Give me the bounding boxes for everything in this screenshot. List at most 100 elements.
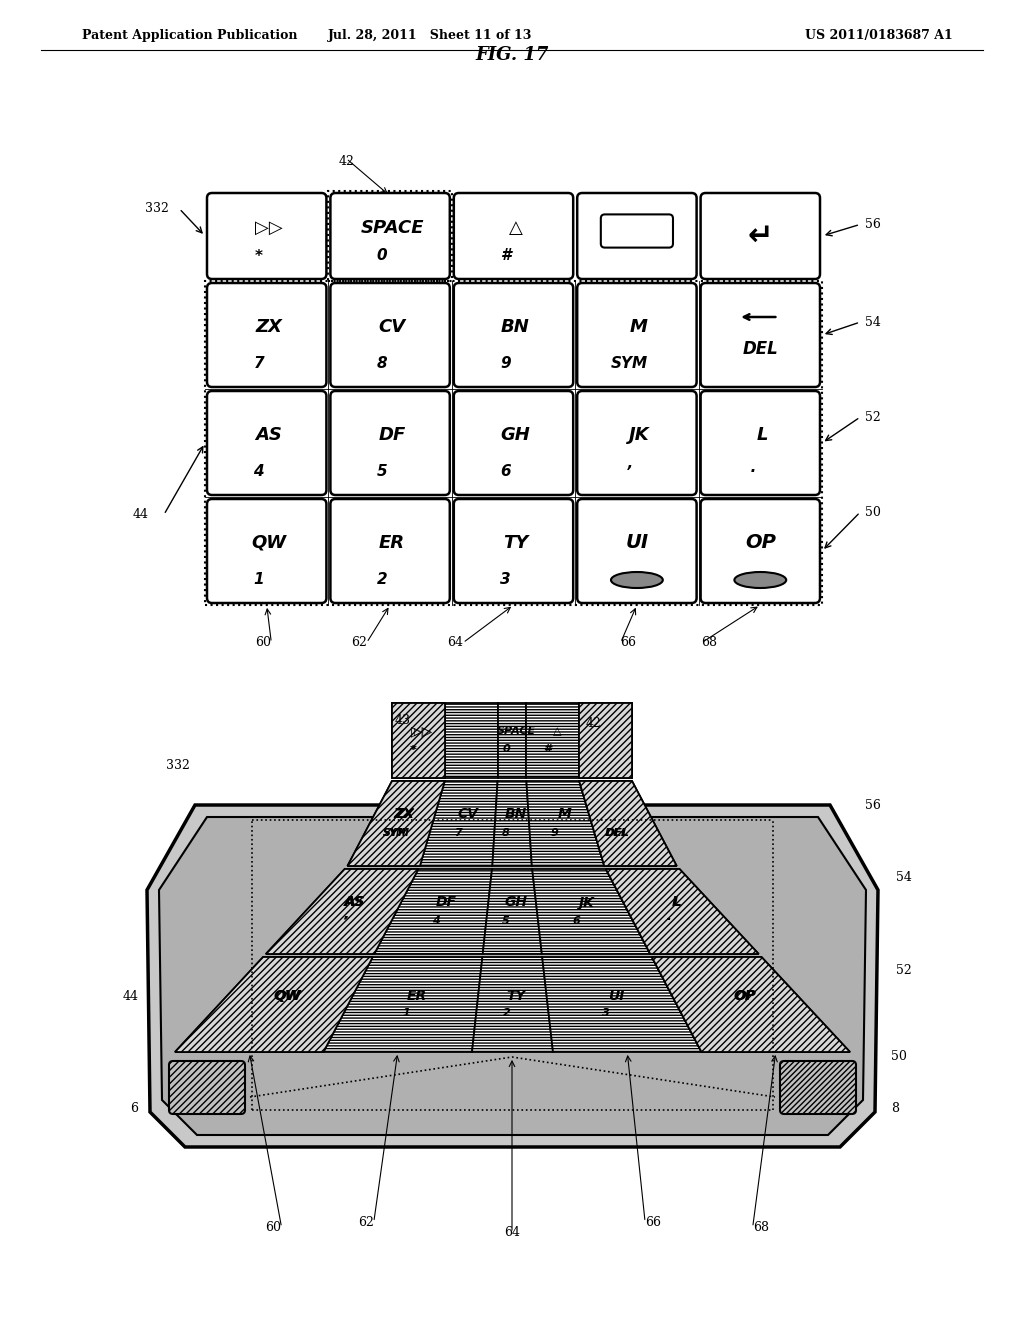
Text: 7: 7 <box>253 356 264 371</box>
FancyBboxPatch shape <box>331 391 450 495</box>
Text: 52: 52 <box>865 411 881 424</box>
Text: #: # <box>543 744 551 755</box>
Text: 3: 3 <box>500 573 511 587</box>
Text: QW: QW <box>274 989 301 1002</box>
FancyBboxPatch shape <box>578 282 696 387</box>
Polygon shape <box>175 957 373 1052</box>
Text: #: # <box>500 248 511 264</box>
Text: ER: ER <box>407 989 427 1002</box>
Polygon shape <box>652 957 850 1052</box>
Text: 62: 62 <box>350 636 367 649</box>
Text: 4: 4 <box>253 465 264 479</box>
Text: M: M <box>557 808 571 821</box>
Text: L: L <box>672 895 681 909</box>
Text: ↵: ↵ <box>748 222 773 251</box>
Polygon shape <box>580 704 632 777</box>
Text: SYM: SYM <box>383 828 407 837</box>
Text: DF: DF <box>435 895 457 909</box>
Text: 7: 7 <box>454 828 462 837</box>
Text: 44: 44 <box>132 508 148 521</box>
Text: US 2011/0183687 A1: US 2011/0183687 A1 <box>805 29 952 42</box>
Text: 0: 0 <box>502 744 510 755</box>
Polygon shape <box>532 869 650 954</box>
Text: GH: GH <box>505 895 527 909</box>
Text: 5: 5 <box>377 465 387 479</box>
Text: 66: 66 <box>645 1216 662 1229</box>
FancyBboxPatch shape <box>700 391 820 495</box>
Text: △: △ <box>553 726 561 737</box>
Text: 0: 0 <box>377 248 387 264</box>
FancyBboxPatch shape <box>207 282 327 387</box>
Text: 56: 56 <box>865 799 882 812</box>
Polygon shape <box>444 704 498 777</box>
Text: ZX: ZX <box>255 318 283 337</box>
Text: 64: 64 <box>504 1226 520 1239</box>
Ellipse shape <box>611 572 663 587</box>
Polygon shape <box>324 957 482 1052</box>
Text: SYM: SYM <box>610 356 647 371</box>
Text: 5: 5 <box>503 916 510 925</box>
FancyBboxPatch shape <box>207 499 327 603</box>
Text: TY: TY <box>507 989 526 1002</box>
Text: 42: 42 <box>586 717 602 730</box>
Polygon shape <box>580 781 677 866</box>
Text: ER: ER <box>379 535 406 552</box>
Text: BN: BN <box>505 808 527 821</box>
Text: JK: JK <box>579 895 595 909</box>
Text: △: △ <box>509 219 522 238</box>
Text: 1: 1 <box>402 1008 411 1019</box>
Text: 332: 332 <box>145 202 169 215</box>
Text: 9: 9 <box>500 356 511 371</box>
Polygon shape <box>347 781 444 866</box>
Text: Jul. 28, 2011   Sheet 11 of 13: Jul. 28, 2011 Sheet 11 of 13 <box>328 29 532 42</box>
Text: AS: AS <box>255 426 283 444</box>
Bar <box>329 191 452 281</box>
FancyBboxPatch shape <box>578 499 696 603</box>
Text: 68: 68 <box>753 1221 769 1234</box>
Text: ’: ’ <box>344 916 348 925</box>
Text: CV: CV <box>458 808 478 821</box>
Text: 2: 2 <box>503 1008 510 1019</box>
Text: UI: UI <box>626 533 648 553</box>
Text: 8: 8 <box>377 356 387 371</box>
Polygon shape <box>498 704 526 777</box>
Text: 1: 1 <box>253 573 264 587</box>
Polygon shape <box>159 817 866 1135</box>
Polygon shape <box>392 704 444 777</box>
Text: DEL: DEL <box>742 341 778 358</box>
Polygon shape <box>580 781 677 866</box>
Text: 52: 52 <box>896 964 911 977</box>
Text: 6: 6 <box>130 1102 138 1115</box>
Text: 44: 44 <box>122 990 138 1003</box>
Text: SYM: SYM <box>383 828 410 837</box>
Text: 50: 50 <box>891 1049 907 1063</box>
FancyBboxPatch shape <box>454 391 573 495</box>
Polygon shape <box>392 704 444 777</box>
Polygon shape <box>606 869 759 954</box>
Text: ZX: ZX <box>393 808 415 821</box>
Polygon shape <box>493 781 531 866</box>
Text: L: L <box>673 895 682 909</box>
Text: 2: 2 <box>377 573 387 587</box>
Text: ·: · <box>667 916 671 925</box>
FancyBboxPatch shape <box>331 499 450 603</box>
Text: DEL: DEL <box>605 828 629 837</box>
Text: 54: 54 <box>865 315 882 329</box>
Polygon shape <box>606 869 759 954</box>
Polygon shape <box>175 957 373 1052</box>
FancyBboxPatch shape <box>207 391 327 495</box>
Text: *: * <box>255 248 263 264</box>
Text: FIG. 16: FIG. 16 <box>475 741 549 759</box>
Polygon shape <box>420 781 498 866</box>
Text: ▷▷: ▷▷ <box>255 219 283 238</box>
Text: 60: 60 <box>255 636 271 649</box>
Text: DEL: DEL <box>606 828 630 837</box>
Text: 3: 3 <box>602 1008 610 1019</box>
Text: SPACE: SPACE <box>360 219 424 238</box>
FancyBboxPatch shape <box>454 193 573 279</box>
Ellipse shape <box>734 572 786 587</box>
FancyBboxPatch shape <box>700 499 820 603</box>
Text: QW: QW <box>273 989 300 1002</box>
Text: 4: 4 <box>432 916 439 925</box>
Text: 66: 66 <box>621 636 637 649</box>
